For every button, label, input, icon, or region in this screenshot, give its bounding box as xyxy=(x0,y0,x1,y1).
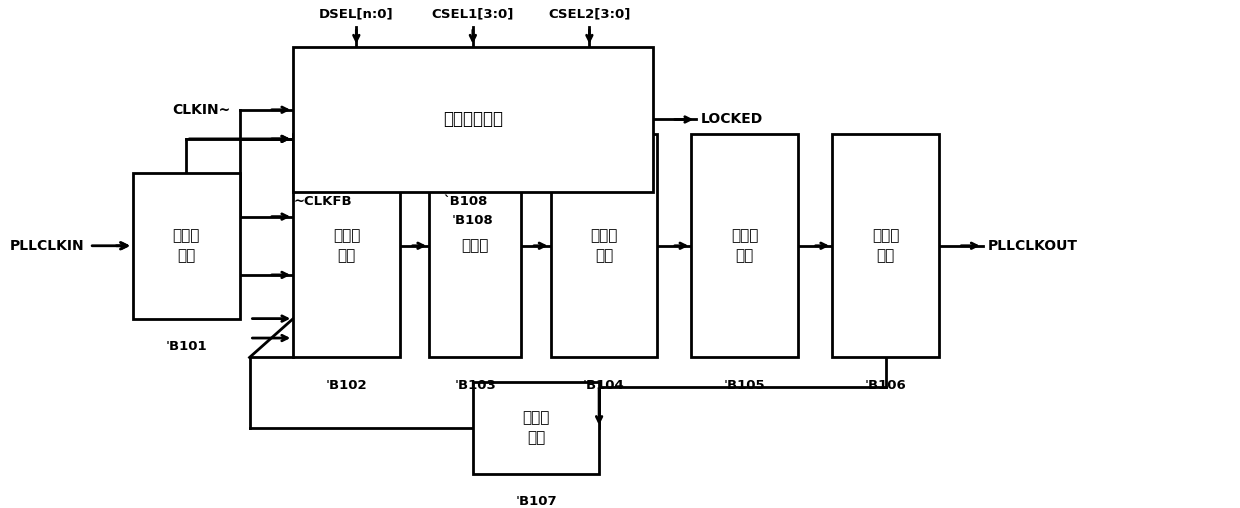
Bar xyxy=(832,134,939,358)
Text: ˈB107: ˈB107 xyxy=(515,495,557,508)
Bar xyxy=(293,134,401,358)
Text: PLLCLKOUT: PLLCLKOUT xyxy=(987,239,1078,253)
Bar xyxy=(472,382,599,474)
Text: `B108: `B108 xyxy=(444,195,489,208)
Text: 输出分
频器: 输出分 频器 xyxy=(872,229,899,263)
Text: 环路滤
波器: 环路滤 波器 xyxy=(590,229,618,263)
Text: PLLCLKIN: PLLCLKIN xyxy=(10,239,84,253)
Text: ˈB108: ˈB108 xyxy=(453,214,494,227)
Bar xyxy=(133,173,239,319)
Text: CLKIN~: CLKIN~ xyxy=(172,103,231,117)
Text: CSEL1[3:0]: CSEL1[3:0] xyxy=(432,8,515,21)
Text: 电荷泵: 电荷泵 xyxy=(461,238,489,253)
Text: ˈB104: ˈB104 xyxy=(583,379,625,392)
Text: 锁定检测电路: 锁定检测电路 xyxy=(443,110,503,129)
Bar xyxy=(429,134,521,358)
Text: ~CLKFB: ~CLKFB xyxy=(293,195,352,208)
Text: 鉴频鉴
相器: 鉴频鉴 相器 xyxy=(332,229,361,263)
Text: DSEL[n:0]: DSEL[n:0] xyxy=(319,8,393,21)
Text: LOCKED: LOCKED xyxy=(701,112,764,126)
Text: ˈB101: ˈB101 xyxy=(166,340,207,353)
Text: ˈB103: ˈB103 xyxy=(454,379,496,392)
Text: ˈB102: ˈB102 xyxy=(326,379,367,392)
Text: 反馈分
频器: 反馈分 频器 xyxy=(522,410,549,446)
Text: 输入分
频器: 输入分 频器 xyxy=(172,229,200,263)
Bar xyxy=(692,134,799,358)
Text: ˈB106: ˈB106 xyxy=(864,379,906,392)
Text: 压控振
荡器: 压控振 荡器 xyxy=(732,229,759,263)
Bar xyxy=(551,134,657,358)
Text: ˈB105: ˈB105 xyxy=(724,379,765,392)
Text: CSEL2[3:0]: CSEL2[3:0] xyxy=(548,8,631,21)
Bar xyxy=(293,47,652,193)
